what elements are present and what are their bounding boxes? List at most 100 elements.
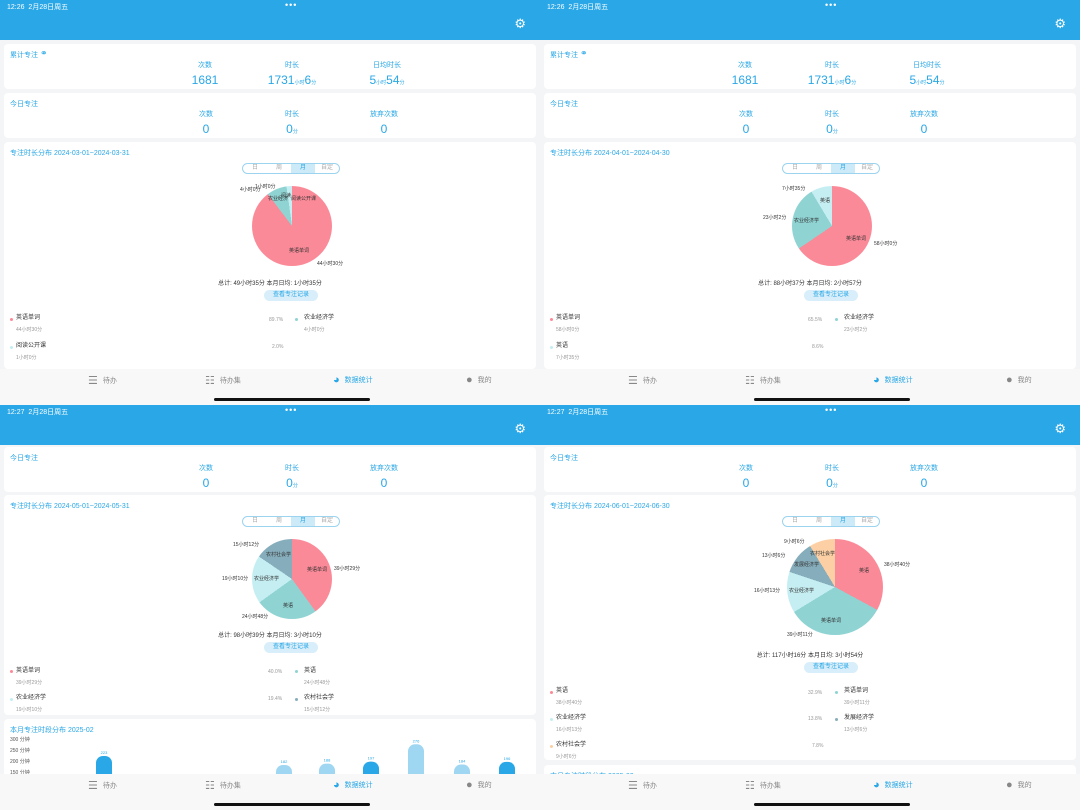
tab-todo-set[interactable]: ☷ 待办集 <box>745 780 781 792</box>
legend-item: 农业经济学 19小时10分 <box>16 695 47 713</box>
tab-me[interactable]: ● 我的 <box>466 374 492 386</box>
more-dots[interactable]: ••• <box>825 405 838 415</box>
y-tick-label: 300 分钟 <box>10 736 30 743</box>
pie-icon: ◕ <box>873 374 880 386</box>
tab-todo[interactable]: ☰ 待办 <box>628 780 657 792</box>
home-indicator <box>754 398 910 401</box>
bar <box>408 744 424 779</box>
list-icon: ☰ <box>88 780 98 792</box>
tab-bar: ☰ 待办 ☷ 待办集 ◕ 数据统计 ● 我的 <box>0 369 540 405</box>
tab-me[interactable]: ● 我的 <box>466 779 492 791</box>
screen-may: 12:27 2月28日周五 ••• ⚙ 今日专注 次数 0 时长 0分 放弃次数 0 … <box>0 405 540 810</box>
screen-april: 12:26 2月28日周五 ••• ⚙ 累计专注 ⚭ 次数 1681 时长 1731… <box>540 0 1080 405</box>
pie-chart <box>787 539 883 635</box>
period-selector[interactable]: 日周月自定 <box>242 163 340 174</box>
card-title: 专注时长分布 2024-03-01~2024-03-31 <box>10 150 130 157</box>
gear-icon[interactable]: ⚙ <box>514 421 526 436</box>
tab-bar: ☰ 待办 ☷ 待办集 ◕ 数据统计 ● 我的 <box>540 774 1080 810</box>
home-indicator <box>214 398 370 401</box>
tab-todo[interactable]: ☰ 待办 <box>628 375 657 387</box>
tab-stats[interactable]: ◕ 数据统计 <box>873 779 913 791</box>
bar-value-label: 276 <box>413 738 420 743</box>
pie-chart <box>252 539 332 619</box>
count-value: 1681 <box>191 73 219 87</box>
view-records-button[interactable]: 查看专注记录 <box>804 662 858 673</box>
bar-value-label: 184 <box>459 759 466 764</box>
user-icon: ● <box>466 374 473 386</box>
distribution-card: 专注时长分布 2024-03-01~2024-03-31 日周月自定 44小时3… <box>4 142 536 369</box>
view-records-button[interactable]: 查看专注记录 <box>264 642 318 653</box>
pie-icon: ◕ <box>333 374 340 386</box>
list-icon: ☰ <box>88 375 98 387</box>
more-dots[interactable]: ••• <box>825 0 838 10</box>
bar <box>96 755 112 779</box>
view-records-button[interactable]: 查看专注记录 <box>804 290 858 301</box>
list-set-icon: ☷ <box>745 375 755 387</box>
more-dots[interactable]: ••• <box>285 0 298 10</box>
tab-todo[interactable]: ☰ 待办 <box>88 780 117 792</box>
view-records-button[interactable]: 查看专注记录 <box>264 290 318 301</box>
more-dots[interactable]: ••• <box>285 405 298 415</box>
list-set-icon: ☷ <box>205 375 215 387</box>
tab-stats[interactable]: ◕ 数据统计 <box>333 374 373 386</box>
legend-item: 农业经济学 16小时13分 <box>556 715 587 733</box>
legend-item: 英语单词 58小时0分 <box>556 315 581 333</box>
status-bar: 12:27 2月28日周五 <box>7 409 69 416</box>
distribution-card: 专注时长分布 2024-06-01~2024-06-30 日周月自定 38小时4… <box>544 495 1076 760</box>
gear-icon[interactable]: ⚙ <box>514 16 526 31</box>
period-selector[interactable]: 日周月自定 <box>242 516 340 527</box>
bar-value-label: 223 <box>101 750 108 755</box>
tab-me[interactable]: ● 我的 <box>1006 374 1032 386</box>
tab-todo-set[interactable]: ☷ 待办集 <box>745 375 781 387</box>
legend-item: 阅读公开课 1小时0分 <box>16 343 47 361</box>
period-selector[interactable]: 日周月自定 <box>782 163 880 174</box>
legend-item: 英语 24小时48分 <box>304 668 331 686</box>
card-title: 累计专注 <box>10 52 38 59</box>
list-set-icon: ☷ <box>745 780 755 792</box>
tab-bar: ☰ 待办 ☷ 待办集 ◕ 数据统计 ● 我的 <box>540 369 1080 405</box>
y-tick-label: 250 分钟 <box>10 747 30 754</box>
screen-march: 12:26 2月28日周五 ••• ⚙ 累计专注 ⚭ 次数 1681 时长 1731… <box>0 0 540 405</box>
legend-item: 农业经济学 4小时0分 <box>304 315 335 333</box>
share-icon[interactable]: ⚭ <box>40 48 48 58</box>
legend-item: 农村社会学 9小时6分 <box>556 742 587 760</box>
screen-june: 12:27 2月28日周五 ••• ⚙ 今日专注 次数 0 时长 0分 放弃次数 0 … <box>540 405 1080 810</box>
cumulative-card: 累计专注 ⚭ 次数 1681 时长 1731小时6分 日均时长 5小时54分 <box>544 44 1076 89</box>
tab-todo[interactable]: ☰ 待办 <box>88 375 117 387</box>
y-tick-label: 150 分钟 <box>10 769 30 776</box>
tab-me[interactable]: ● 我的 <box>1006 779 1032 791</box>
list-icon: ☰ <box>628 375 638 387</box>
tab-bar: ☰ 待办 ☷ 待办集 ◕ 数据统计 ● 我的 <box>0 774 540 810</box>
tab-stats[interactable]: ◕ 数据统计 <box>333 779 373 791</box>
home-indicator <box>214 803 370 806</box>
bar-value-label: 196 <box>504 756 511 761</box>
legend-item: 英语单词 44小时30分 <box>16 315 43 333</box>
legend-item: 英语单词 39小时11分 <box>844 688 870 706</box>
tab-todo-set[interactable]: ☷ 待办集 <box>205 375 241 387</box>
list-icon: ☰ <box>628 780 638 792</box>
legend-item: 发展经济学 13小时6分 <box>844 715 875 733</box>
legend-item: 英语 7小时35分 <box>556 343 580 361</box>
today-card: 今日专注 次数 0 时长 0分 放弃次数 0 <box>544 93 1076 138</box>
cumulative-card: 累计专注 ⚭ 次数 1681 时长 1731小时6分 日均时长 5小时54分 <box>4 44 536 89</box>
gear-icon[interactable]: ⚙ <box>1054 16 1066 31</box>
home-indicator <box>754 803 910 806</box>
legend-item: 英语单词 39小时29分 <box>16 668 43 686</box>
gear-icon[interactable]: ⚙ <box>1054 421 1066 436</box>
distribution-card: 专注时长分布 2024-04-01~2024-04-30 日周月自定 58小时0… <box>544 142 1076 369</box>
header: 12:26 2月28日周五 ••• ⚙ <box>540 0 1080 40</box>
header: 12:26 2月28日周五 ••• ⚙ <box>0 0 540 40</box>
share-icon[interactable]: ⚭ <box>580 48 588 58</box>
pie-chart <box>252 186 332 266</box>
header: 12:27 2月28日周五 ••• ⚙ <box>0 405 540 445</box>
duration-value: 1731小时6分 <box>267 73 317 87</box>
status-bar: 12:26 2月28日周五 <box>7 4 69 11</box>
status-bar: 12:27 2月28日周五 <box>547 409 609 416</box>
today-card: 今日专注 次数 0 时长 0分 放弃次数 0 <box>544 447 1076 492</box>
period-chart-card: 本月专注时段分布 2025-02 300 分钟 250 分钟 200 分钟 150 分… <box>4 719 536 779</box>
period-selector[interactable]: 日周月自定 <box>782 516 880 527</box>
header: 12:27 2月28日周五 ••• ⚙ <box>540 405 1080 445</box>
today-card: 今日专注 次数 0 时长 0分 放弃次数 0 <box>4 93 536 138</box>
tab-todo-set[interactable]: ☷ 待办集 <box>205 780 241 792</box>
tab-stats[interactable]: ◕ 数据统计 <box>873 374 913 386</box>
